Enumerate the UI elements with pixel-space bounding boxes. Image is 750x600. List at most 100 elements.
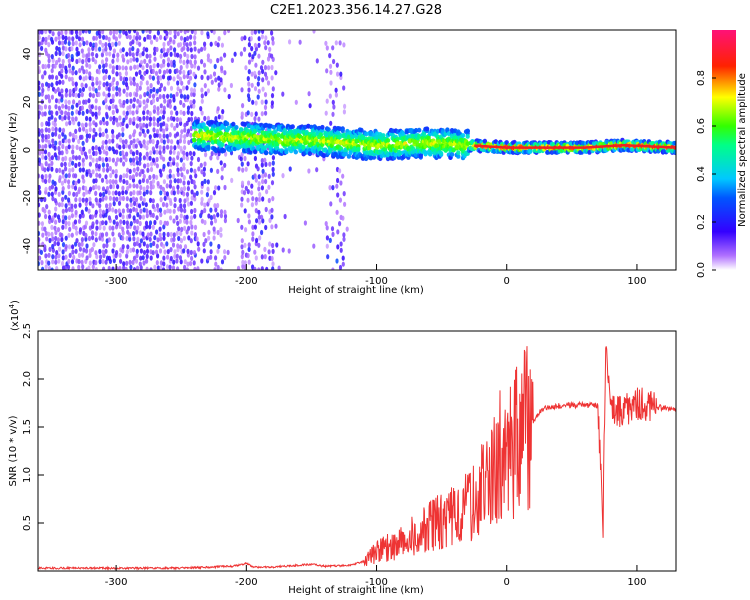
heatmap-cell: [180, 226, 184, 232]
heatmap-cell: [117, 65, 122, 71]
heatmap-cell: [102, 266, 106, 270]
heatmap-cell: [98, 127, 102, 133]
colorbar-gradient: [712, 30, 736, 270]
heatmap-cell: [48, 156, 52, 162]
heatmap-cell: [271, 196, 275, 202]
heatmap-cell: [200, 30, 204, 36]
heatmap-cell: [166, 93, 170, 99]
heatmap-cell: [156, 265, 160, 270]
heatmap-cell: [119, 137, 123, 143]
heatmap-cell: [117, 132, 121, 138]
heatmap-cell: [217, 86, 221, 92]
heatmap-cell: [132, 267, 137, 270]
heatmap-cell: [45, 204, 49, 210]
heatmap-cell: [223, 249, 227, 255]
heatmap-cell: [155, 156, 159, 163]
heatmap-cell: [263, 254, 267, 260]
heatmap-cell: [257, 214, 261, 220]
heatmap-cell: [82, 146, 86, 152]
heatmap-cell: [179, 157, 183, 163]
heatmap-cell: [158, 86, 162, 93]
heatmap-cell: [179, 65, 183, 71]
heatmap-cell: [263, 104, 268, 110]
heatmap-cell: [55, 167, 59, 174]
heatmap-cell: [89, 41, 93, 48]
heatmap-cell: [75, 58, 79, 65]
heatmap-cell: [138, 85, 142, 91]
heatmap-cell: [107, 92, 111, 98]
heatmap-cell: [135, 123, 139, 129]
heatmap-cell: [139, 80, 143, 86]
snr-frame: [37, 330, 677, 572]
heatmap-cell: [132, 231, 136, 237]
heatmap-cell: [108, 165, 112, 172]
heatmap-cell: [257, 116, 261, 122]
heatmap-cell: [163, 249, 167, 255]
heatmap-cell: [168, 173, 172, 179]
heatmap-cell: [240, 161, 244, 167]
heatmap-cell: [182, 185, 187, 192]
heatmap-cell: [142, 197, 146, 203]
heatmap-cell: [220, 42, 224, 48]
heatmap-cell: [105, 133, 109, 139]
heatmap-cell: [74, 116, 78, 122]
heatmap-cell: [107, 36, 111, 43]
heatmap-cell: [257, 36, 261, 42]
heatmap-cell: [133, 225, 137, 231]
heatmap-cell: [112, 242, 116, 248]
heatmap-cell: [98, 248, 102, 255]
heatmap-cell: [146, 86, 150, 92]
heatmap-cell: [40, 163, 44, 169]
heatmap-cell: [192, 250, 197, 256]
heatmap-cell: [121, 235, 125, 241]
heatmap-cell: [132, 81, 136, 87]
heatmap-cell: [78, 42, 82, 48]
colorbar-tick-label: 0.4: [696, 166, 707, 182]
heatmap-cell: [165, 68, 169, 74]
heatmap-cell: [95, 219, 99, 225]
heatmap-cell: [162, 41, 166, 48]
heatmap-cell: [67, 232, 71, 238]
heatmap-cell: [135, 31, 139, 37]
heatmap-cell: [328, 63, 333, 69]
heatmap-cell: [267, 184, 271, 190]
heatmap-cell: [132, 167, 136, 173]
heatmap-cell: [124, 139, 128, 145]
heatmap-cell: [117, 232, 121, 238]
heatmap-cell: [80, 92, 84, 98]
heatmap-cell: [61, 58, 65, 65]
heatmap-cell: [92, 35, 96, 41]
heatmap-cell: [88, 154, 93, 160]
heatmap-cell: [119, 258, 123, 264]
heatmap-cell: [158, 168, 162, 174]
heatmap-cell: [247, 246, 251, 252]
heatmap-cell: [200, 87, 204, 93]
heatmap-cell: [77, 161, 81, 167]
snr-y-label: SNR (10 * v/v): [8, 415, 19, 486]
heatmap-cell: [61, 45, 65, 51]
heatmap-cell: [186, 30, 190, 34]
heatmap-cell: [74, 30, 79, 35]
heatmap-cell: [141, 65, 145, 71]
heatmap-cell: [153, 104, 157, 110]
heatmap-cell: [138, 152, 142, 158]
heatmap-cell: [219, 232, 223, 238]
heatmap-cell: [74, 92, 78, 98]
heatmap-cell: [263, 246, 267, 252]
heatmap-cell: [145, 258, 149, 264]
heatmap-cell: [57, 57, 61, 63]
heatmap-cell: [214, 261, 218, 267]
heatmap-cell: [111, 98, 115, 104]
heatmap-cell: [165, 133, 169, 139]
heatmap-cell: [73, 203, 78, 209]
heatmap-cell: [60, 93, 64, 100]
heatmap-cell: [261, 30, 265, 34]
heatmap-cell: [148, 111, 152, 117]
heatmap-cell: [135, 57, 139, 63]
heatmap-cell: [67, 215, 71, 221]
heatmap-cell: [91, 203, 95, 209]
heatmap-cell: [246, 110, 250, 116]
heatmap-cell: [64, 244, 68, 250]
heatmap-cell: [107, 206, 112, 212]
heatmap-cell: [70, 207, 74, 213]
